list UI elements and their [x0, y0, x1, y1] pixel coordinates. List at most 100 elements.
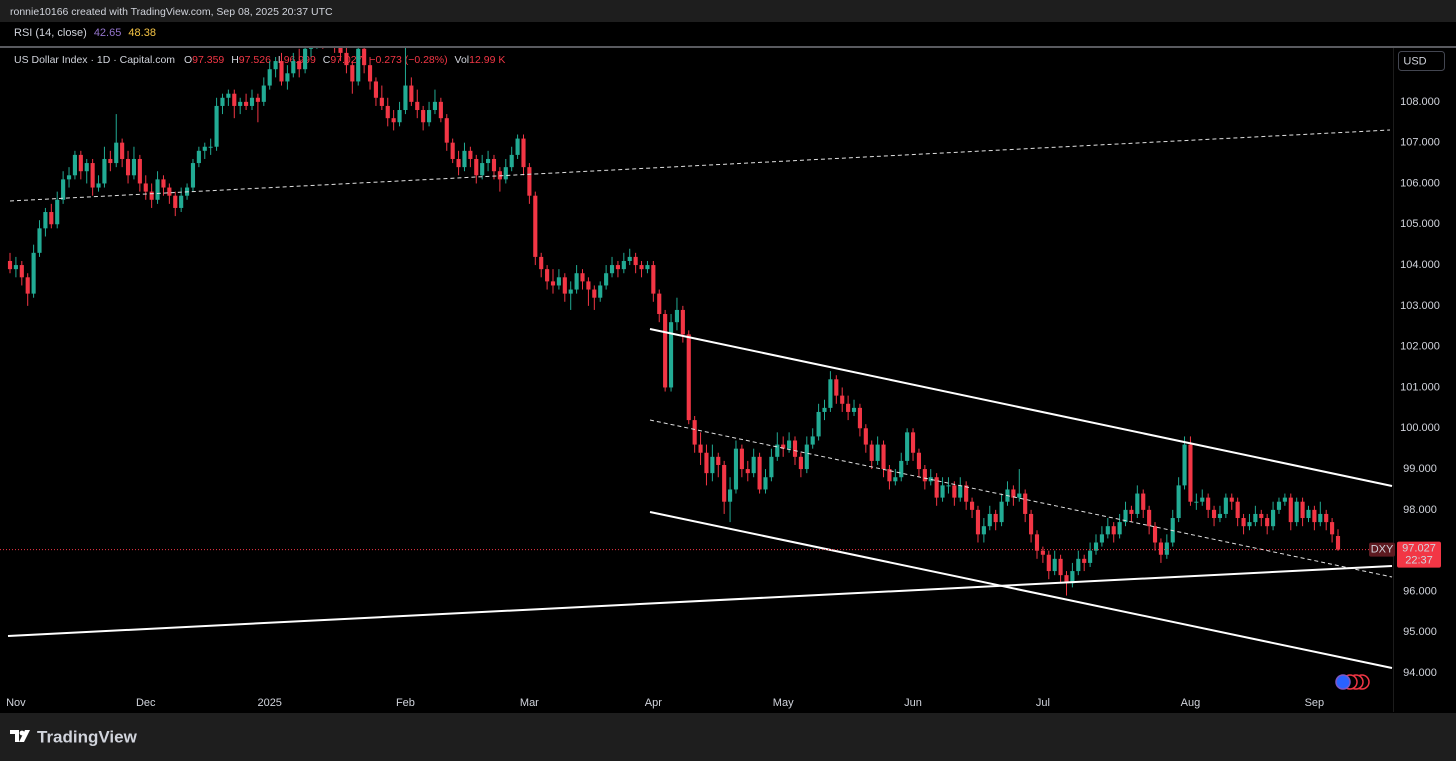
candle-body: [391, 118, 396, 123]
candle-body: [415, 101, 420, 111]
candle-body: [934, 477, 939, 498]
candle-body: [125, 158, 131, 176]
candle-body: [1330, 522, 1335, 535]
candle-body: [1029, 513, 1034, 535]
candle-body: [249, 97, 255, 106]
legend-value: 12.99 K: [469, 54, 505, 66]
candle-body: [480, 163, 485, 176]
event-flags[interactable]: [1335, 674, 1370, 690]
y-tick-label: 94.000: [1403, 667, 1437, 679]
candle-body: [1164, 542, 1169, 555]
trend-line[interactable]: [9, 129, 1391, 202]
candle-body: [893, 477, 898, 482]
candle-body: [403, 85, 408, 111]
candle-body: [509, 154, 514, 168]
event-flag[interactable]: [1335, 674, 1351, 690]
candle-body: [308, 48, 314, 49]
candle-body: [226, 93, 231, 98]
y-tick-label: 101.000: [1400, 381, 1440, 393]
candle-body: [751, 456, 756, 474]
legend-key: C: [323, 54, 331, 66]
y-tick-label: 96.000: [1403, 585, 1437, 597]
candle-body: [592, 289, 597, 298]
candle-body: [161, 179, 166, 188]
price-tag-countdown: 22:37: [1405, 554, 1433, 566]
candle-body: [438, 101, 443, 119]
x-tick-label: May: [773, 697, 794, 709]
candle-body: [1229, 497, 1234, 502]
candle-body: [1023, 493, 1028, 514]
candle-body: [568, 289, 573, 294]
candle-body: [663, 314, 668, 388]
candle-body: [1294, 501, 1299, 523]
candle-body: [539, 256, 544, 270]
candle-body: [90, 163, 95, 188]
candle-body: [1141, 493, 1146, 510]
candle-body: [586, 281, 591, 290]
candle-body: [598, 285, 603, 298]
channel-bottom[interactable]: [649, 511, 1393, 669]
candle-body: [491, 158, 497, 172]
candle-body: [704, 452, 709, 474]
channel-mid[interactable]: [649, 419, 1393, 578]
footer: [0, 713, 1456, 761]
candle-body: [1271, 509, 1276, 527]
candle-body: [857, 407, 862, 429]
candle-body: [657, 293, 662, 315]
candle-body: [114, 142, 119, 164]
candle-body: [846, 403, 851, 412]
top-bar: [0, 0, 1456, 22]
candle-body: [556, 277, 561, 286]
legend-key: Vol: [455, 54, 470, 66]
candle-body: [1288, 497, 1293, 523]
candle-body: [981, 526, 986, 535]
x-tick-label: Nov: [6, 697, 26, 709]
candle-body: [1105, 526, 1110, 535]
support-line[interactable]: [7, 565, 1393, 637]
candle-body: [202, 146, 207, 151]
candle-body: [1070, 571, 1075, 584]
credit: ronnie10166 created with TradingView.com…: [10, 6, 333, 18]
candle-body: [1247, 522, 1252, 527]
candle-body: [338, 48, 343, 53]
candle-body: [816, 411, 821, 437]
candle-body: [1088, 550, 1093, 563]
y-tick-label: 106.000: [1400, 177, 1440, 189]
indicator-name: RSI (14, close): [14, 27, 87, 39]
candle-body: [1147, 509, 1152, 527]
candle-body: [1017, 493, 1022, 498]
candle-body: [515, 138, 520, 155]
candle-body: [686, 334, 691, 421]
candle-body: [13, 265, 18, 270]
candle-body: [550, 281, 556, 286]
candle-body: [680, 309, 685, 335]
candle-body: [267, 69, 272, 86]
candle-body: [1129, 509, 1134, 514]
symbol-legend: US Dollar Index · 1D · Capital.com O97.3…: [14, 54, 505, 66]
candle-body: [72, 154, 77, 176]
candle-body: [1300, 501, 1305, 519]
candle-body: [533, 195, 538, 257]
channel-top[interactable]: [649, 328, 1393, 487]
brand-logo: [10, 730, 30, 742]
candle-body: [804, 444, 809, 470]
candle-body: [102, 158, 107, 184]
candle-body: [450, 142, 455, 159]
candle-body: [385, 105, 390, 119]
candle-body: [397, 110, 402, 123]
candle-body: [373, 81, 379, 98]
candle-body: [61, 179, 66, 200]
candle-body: [574, 273, 579, 290]
candle-body: [627, 256, 632, 261]
candle-body: [851, 407, 857, 412]
indicator-value: 42.65: [94, 27, 122, 39]
candle-body: [1276, 501, 1282, 510]
candle-body: [940, 485, 945, 498]
currency-button[interactable]: [1398, 51, 1445, 71]
y-tick-label: 108.000: [1400, 96, 1440, 108]
candle-body: [769, 456, 774, 478]
candle-body: [946, 485, 951, 487]
x-tick-label: Jul: [1036, 697, 1050, 709]
candle-body: [7, 260, 13, 270]
currency-label[interactable]: USD: [1403, 55, 1426, 67]
